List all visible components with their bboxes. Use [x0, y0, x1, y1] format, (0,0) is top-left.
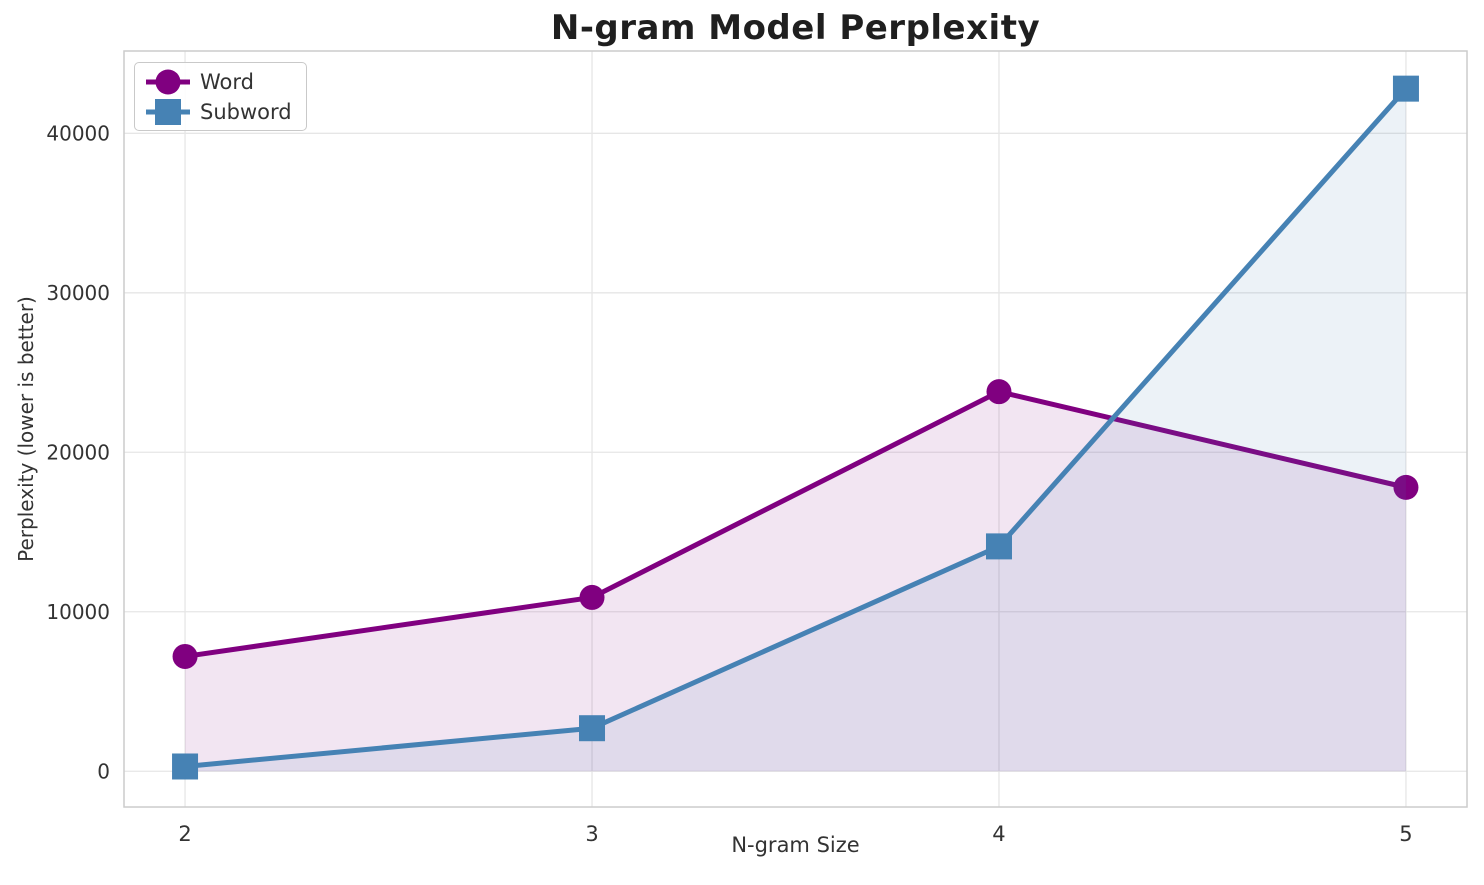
y-axis-label: Perplexity (lower is better) [14, 296, 38, 562]
x-tick-label: 5 [1399, 822, 1412, 846]
subword-series-marker-icon [146, 98, 190, 125]
word-data-point [1393, 474, 1419, 500]
y-tick-label: 0 [97, 759, 110, 783]
x-axis-label: N-gram Size [731, 833, 860, 857]
y-tick-label: 20000 [46, 440, 110, 464]
legend-item-word: Word [145, 67, 292, 96]
subword-data-point [579, 715, 606, 742]
subword-data-point [1392, 75, 1419, 102]
y-tick-label: 40000 [46, 121, 110, 145]
x-tick-label: 3 [585, 822, 598, 846]
x-tick-label: 2 [178, 822, 191, 846]
word-series-marker-icon [146, 69, 190, 94]
subword-line [182, 86, 1409, 769]
subword-area-fill [185, 88, 1406, 772]
legend-label-word: Word [200, 69, 254, 94]
plot-border [123, 50, 1468, 808]
chart-title: N-gram Model Perplexity [550, 8, 1041, 48]
legend: Word Subword [134, 62, 307, 131]
word-area-fill [185, 391, 1406, 772]
x-tick-label: 4 [992, 822, 1005, 846]
word-data-point [579, 584, 605, 610]
y-tick-label: 10000 [46, 600, 110, 624]
word-line [182, 389, 1409, 659]
word-data-point [172, 643, 198, 669]
subword-legend-square [155, 98, 181, 125]
word-legend-circle [155, 69, 181, 94]
legend-item-subword: Subword [145, 97, 292, 126]
word-data-point [986, 379, 1012, 405]
y-tick-label: 30000 [46, 281, 110, 305]
legend-label-subword: Subword [200, 99, 292, 124]
subword-data-point [172, 753, 199, 780]
subword-data-point [985, 533, 1012, 560]
